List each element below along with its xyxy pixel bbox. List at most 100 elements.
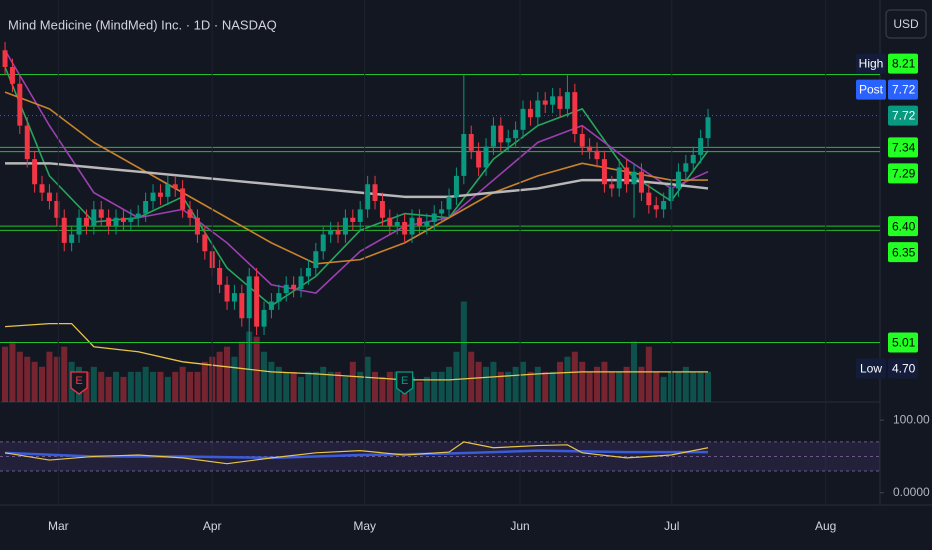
- candle-body: [675, 171, 681, 189]
- volume-bar: [653, 371, 660, 402]
- candle-body: [61, 217, 67, 243]
- candle-body: [601, 159, 607, 185]
- volume-bar: [527, 371, 534, 402]
- volume-bar: [120, 376, 127, 402]
- volume-bar: [364, 356, 371, 402]
- price-label-box: [888, 79, 918, 100]
- candle-body: [505, 138, 511, 143]
- volume-bar: [46, 351, 53, 402]
- volume-bar: [534, 366, 541, 402]
- candle-body: [135, 213, 141, 218]
- price-tag: High: [859, 57, 884, 71]
- volume-bar: [194, 371, 201, 402]
- candle-body: [69, 234, 75, 243]
- volume-bar: [298, 376, 305, 402]
- candle-body: [180, 188, 186, 210]
- candle-body: [313, 251, 319, 268]
- volume-bar: [172, 371, 179, 402]
- candle-body: [9, 67, 15, 84]
- rsi-line: [4, 449, 709, 460]
- volume-bar: [594, 366, 601, 402]
- volume-bar: [305, 371, 312, 402]
- volume-bar: [586, 371, 593, 402]
- volume-bar: [9, 341, 16, 402]
- candle-body: [335, 230, 341, 235]
- volume-bar: [53, 356, 60, 402]
- candle-body: [128, 217, 134, 222]
- price-label: 4.70: [892, 362, 916, 376]
- volume-bar: [24, 356, 31, 402]
- candle-body: [461, 134, 467, 176]
- candle-body: [668, 188, 674, 201]
- volume-bar: [423, 376, 430, 402]
- candle-body: [17, 83, 23, 126]
- candle-body: [120, 217, 126, 222]
- candle-body: [527, 108, 533, 118]
- price-label-box: [888, 163, 918, 184]
- volume-bar: [261, 351, 268, 402]
- price-label: 7.72: [892, 83, 916, 97]
- candle-body: [150, 192, 156, 201]
- volume-bar: [431, 371, 438, 402]
- candle-body: [194, 217, 200, 235]
- volume-bar: [512, 366, 519, 402]
- candle-body: [564, 92, 570, 109]
- candle-body: [616, 167, 622, 189]
- rsi-tick-label: 100.00: [893, 412, 930, 426]
- candle-body: [231, 293, 237, 302]
- candle-body: [513, 129, 519, 139]
- candle-body: [550, 96, 556, 105]
- price-label-box: [888, 358, 918, 379]
- volume-bar: [453, 351, 460, 402]
- volume-bar: [31, 361, 38, 402]
- candle-body: [24, 125, 30, 160]
- price-tag: Post: [859, 83, 884, 97]
- volume-bar: [542, 371, 549, 402]
- candle-body: [98, 209, 104, 218]
- candle-body: [379, 201, 385, 218]
- price-label-box: [888, 137, 918, 158]
- volume-bar: [327, 371, 334, 402]
- volume-bar: [113, 371, 120, 402]
- volume-bar: [549, 371, 556, 402]
- price-label: 6.35: [892, 245, 916, 259]
- candle-body: [520, 108, 526, 130]
- candle-body: [631, 171, 637, 185]
- x-tick-label: Aug: [815, 519, 836, 533]
- volume-bar: [645, 346, 652, 402]
- candle-body: [498, 125, 504, 143]
- candle-body: [579, 134, 585, 147]
- currency-label[interactable]: USD: [893, 17, 919, 31]
- candle-body: [39, 184, 45, 193]
- candle-body: [83, 217, 89, 227]
- candle-body: [683, 163, 689, 172]
- volume-bar: [379, 376, 386, 402]
- price-tag-box: [856, 358, 886, 379]
- candle-body: [431, 213, 437, 222]
- price-label-box: [888, 53, 918, 74]
- volume-bar: [623, 366, 630, 402]
- volume-bar: [697, 371, 704, 402]
- volume-bar: [224, 346, 231, 402]
- candle-body: [106, 217, 112, 227]
- currency-button[interactable]: [885, 9, 927, 39]
- candle-body: [239, 293, 245, 319]
- price-label-box: [888, 332, 918, 353]
- volume-bar: [335, 371, 342, 402]
- candle-body: [557, 96, 563, 109]
- volume-bar: [372, 371, 379, 402]
- volume-bar: [475, 361, 482, 402]
- volume-bar: [616, 371, 623, 402]
- candle-body: [476, 150, 482, 168]
- volume-bar: [460, 301, 467, 402]
- volume-bar: [98, 371, 105, 402]
- volume-bar: [231, 356, 238, 402]
- volume-bar: [201, 361, 208, 402]
- candle-body: [587, 146, 593, 151]
- volume-bar: [179, 366, 186, 402]
- price-label: 7.29: [892, 167, 916, 181]
- volume-bar: [668, 371, 675, 402]
- price-label: 8.21: [892, 57, 916, 71]
